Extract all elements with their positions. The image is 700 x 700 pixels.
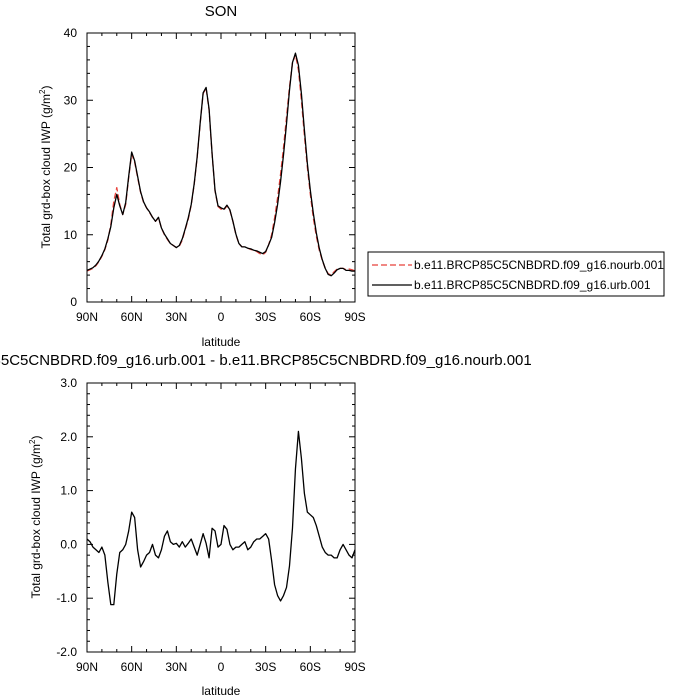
series-line-urb <box>86 52 355 277</box>
chart-bottom: b.e11.BRCP85C5CNBDRD.f09_g16.urb.001 - b… <box>0 352 532 698</box>
legend-box <box>367 251 665 297</box>
legend-label-urb: b.e11.BRCP85C5CNBDRD.f09_g16.urb.001 <box>414 278 651 292</box>
y-tick-label: -2.0 <box>56 645 77 659</box>
chart-top-lines <box>86 52 356 277</box>
chart-top-y-axis-label: Total grd-box cloud IWP (g/m2) <box>38 86 53 249</box>
legend: b.e11.BRCP85C5CNBDRD.f09_g16.nourb.001 b… <box>367 251 665 297</box>
y-tick-label: -1.0 <box>56 591 77 605</box>
y-axis-label-superscript: 2 <box>28 439 37 444</box>
chart-bottom-grid-ticks <box>86 382 356 653</box>
chart-top-plot-frame <box>86 32 356 303</box>
x-tick-label: 60N <box>121 310 143 324</box>
series-line-nourb <box>86 53 356 276</box>
chart-bottom-plot-frame <box>86 382 356 653</box>
chart-top-title: SON <box>205 3 238 20</box>
x-tick-label: 0 <box>218 660 225 674</box>
chart-top-grid-ticks <box>86 32 356 303</box>
legend-label-nourb: b.e11.BRCP85C5CNBDRD.f09_g16.nourb.001 <box>414 258 664 272</box>
x-tick-label: 0 <box>218 310 225 324</box>
chart-bottom-y-axis-label: Total grd-box cloud IWP (g/m2) <box>28 436 43 599</box>
chart-top-x-axis-label: latitude <box>202 335 241 349</box>
x-tick-label: 30S <box>255 310 276 324</box>
y-tick-label: 3.0 <box>60 376 77 390</box>
y-tick-label: 10 <box>64 228 78 242</box>
y-tick-label: 30 <box>64 93 78 107</box>
x-tick-label: 90S <box>344 660 365 674</box>
x-tick-label: 90S <box>344 310 365 324</box>
y-tick-label: 2.0 <box>60 430 77 444</box>
y-tick-label: 20 <box>64 161 78 175</box>
chart-bottom-x-axis-label: latitude <box>202 684 241 698</box>
chart-bottom-title: b.e11.BRCP85C5CNBDRD.f09_g16.urb.001 - b… <box>0 352 532 369</box>
chart-bottom-x-tick-labels: 90N 60N 30N 0 30S 60S 90S <box>76 660 366 674</box>
chart-top-x-tick-labels: 90N 60N 30N 0 30S 60S 90S <box>76 310 366 324</box>
x-tick-label: 30N <box>165 660 187 674</box>
chart-top: SON 90N 60N 30N 0 30S 60S 90S 0 10 20 30 40 latitu… <box>38 3 366 349</box>
y-tick-label: 40 <box>64 26 78 40</box>
chart-bottom-y-tick-labels: -2.0 -1.0 0.0 1.0 2.0 3.0 <box>56 376 77 659</box>
x-tick-label: 60S <box>300 660 321 674</box>
chart-top-y-tick-labels: 0 10 20 30 40 <box>64 26 78 309</box>
y-tick-label: 0 <box>70 295 77 309</box>
chart-bottom-lines <box>86 430 356 606</box>
x-tick-label: 30S <box>255 660 276 674</box>
x-tick-label: 30N <box>165 310 187 324</box>
x-tick-label: 90N <box>76 660 98 674</box>
y-tick-label: 0.0 <box>60 537 77 551</box>
series-line-difference <box>86 430 356 606</box>
x-tick-label: 60S <box>300 310 321 324</box>
x-tick-label: 90N <box>76 310 98 324</box>
y-tick-label: 1.0 <box>60 484 77 498</box>
y-axis-label-superscript: 2 <box>38 89 47 94</box>
x-tick-label: 60N <box>121 660 143 674</box>
